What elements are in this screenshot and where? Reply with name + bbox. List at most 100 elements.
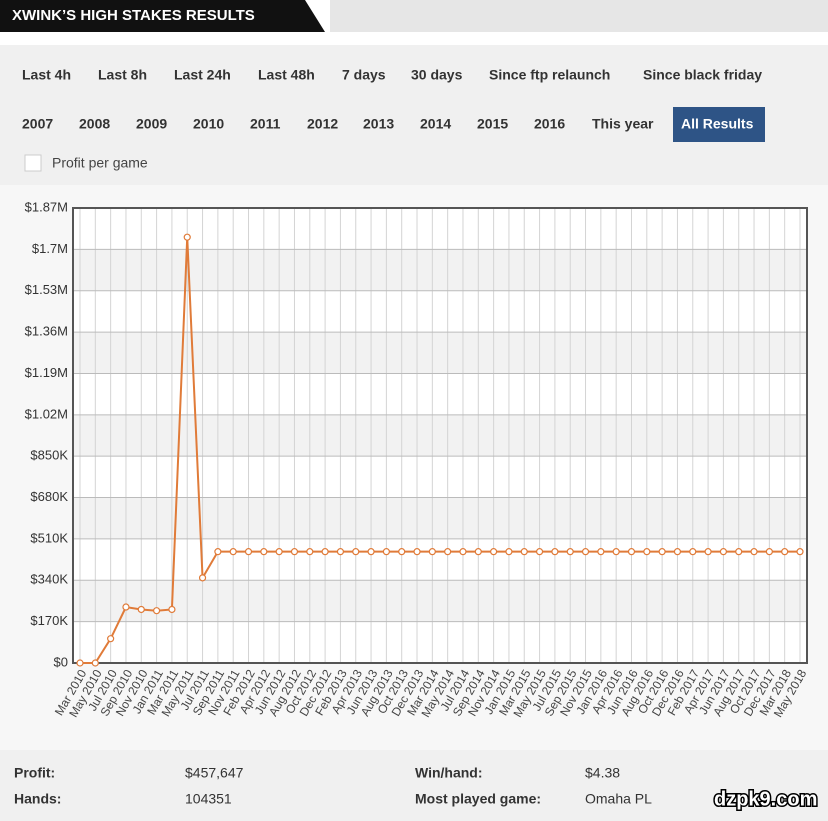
point <box>306 548 314 556</box>
grid-band <box>73 332 807 374</box>
point <box>689 548 697 556</box>
point <box>152 607 161 615</box>
point <box>658 548 666 556</box>
y-tick-label: $680K <box>30 489 68 504</box>
grid-band <box>73 580 807 622</box>
year-filter[interactable]: 2010 <box>193 116 224 132</box>
point <box>765 548 773 556</box>
period-filter[interactable]: Since black friday <box>643 67 762 83</box>
point <box>781 548 789 556</box>
point <box>704 548 712 556</box>
stat-value: 104351 <box>185 791 232 807</box>
point <box>290 548 299 556</box>
point <box>398 548 406 556</box>
y-tick-label: $340K <box>30 572 68 587</box>
point <box>520 548 528 556</box>
point <box>413 548 421 556</box>
point <box>183 233 191 241</box>
point <box>382 548 390 556</box>
stat-label: Win/hand: <box>415 765 483 781</box>
header-title: XWINK’S HIGH STAKES RESULTS <box>12 7 255 24</box>
selected-filter-bg[interactable] <box>673 107 765 142</box>
point <box>168 605 176 614</box>
y-tick-label: $1.87M <box>25 199 68 214</box>
y-tick-label: $1.7M <box>32 241 68 256</box>
point <box>673 548 682 556</box>
y-tick-label: $1.02M <box>25 406 68 421</box>
point <box>321 548 329 556</box>
point <box>535 548 544 556</box>
y-tick-label: $0 <box>54 654 68 669</box>
point <box>551 548 559 556</box>
checkbox[interactable] <box>24 154 42 172</box>
point <box>796 548 804 556</box>
y-tick-label: $1.53M <box>25 282 68 297</box>
grid-band <box>73 497 807 539</box>
period-filter[interactable]: Last 8h <box>98 67 147 83</box>
point <box>581 548 590 556</box>
point <box>566 548 574 556</box>
point <box>597 548 605 556</box>
grid-band <box>73 414 807 457</box>
y-tick-label: $170K <box>30 613 68 628</box>
stat-value: $457,647 <box>185 765 244 781</box>
point <box>91 659 99 667</box>
year-filter[interactable]: 2016 <box>534 116 565 132</box>
stat-label: Hands: <box>14 791 61 807</box>
point <box>275 548 283 556</box>
stat-label: Most played game: <box>415 791 541 807</box>
watermark: dzpk9.com <box>714 788 817 810</box>
period-filter[interactable]: Last 48h <box>258 67 315 83</box>
grid-band <box>73 249 807 291</box>
year-filter[interactable]: 2012 <box>307 116 338 132</box>
stats-panel <box>0 750 828 821</box>
checkbox-label[interactable]: Profit per game <box>52 155 148 171</box>
point <box>505 548 513 556</box>
point <box>260 548 268 556</box>
year-filter[interactable]: 2014 <box>420 116 451 132</box>
header-band <box>330 0 828 32</box>
point <box>627 548 636 556</box>
header-tab <box>0 0 325 32</box>
point <box>336 548 345 556</box>
y-tick-label: $510K <box>30 530 68 545</box>
stat-value: Omaha PL <box>585 791 652 807</box>
year-filter[interactable]: 2013 <box>363 116 394 132</box>
stat-value: $4.38 <box>585 765 620 781</box>
point <box>735 548 743 556</box>
point <box>490 548 498 556</box>
y-tick-label: $1.19M <box>25 365 68 380</box>
point <box>352 548 360 556</box>
point <box>198 574 207 582</box>
year-filter[interactable]: 2007 <box>22 116 53 132</box>
period-filter[interactable]: Since ftp relaunch <box>489 67 610 83</box>
point <box>474 548 482 556</box>
point <box>459 548 467 556</box>
point <box>612 548 620 556</box>
y-tick-label: $850K <box>30 448 68 463</box>
plot-border <box>72 207 808 664</box>
year-filter[interactable]: 2015 <box>477 116 508 132</box>
point <box>76 659 84 667</box>
point <box>107 635 115 643</box>
period-filter[interactable]: Last 4h <box>22 67 71 83</box>
point <box>244 548 253 556</box>
period-filter[interactable]: 7 days <box>342 67 386 83</box>
point <box>137 605 145 614</box>
point <box>428 548 436 556</box>
point <box>719 548 728 556</box>
period-filter[interactable]: Last 24h <box>174 67 231 83</box>
point <box>750 548 758 556</box>
point <box>214 548 222 556</box>
year-filter[interactable]: 2011 <box>250 116 281 132</box>
year-filter[interactable]: 2009 <box>136 116 167 132</box>
year-filter[interactable]: 2008 <box>79 116 110 132</box>
point <box>367 548 375 556</box>
point <box>444 548 452 556</box>
point <box>229 548 237 556</box>
year-filter[interactable]: All Results <box>681 116 754 132</box>
period-filter[interactable]: 30 days <box>411 67 463 83</box>
year-filter[interactable]: This year <box>592 116 654 132</box>
point <box>643 548 651 556</box>
